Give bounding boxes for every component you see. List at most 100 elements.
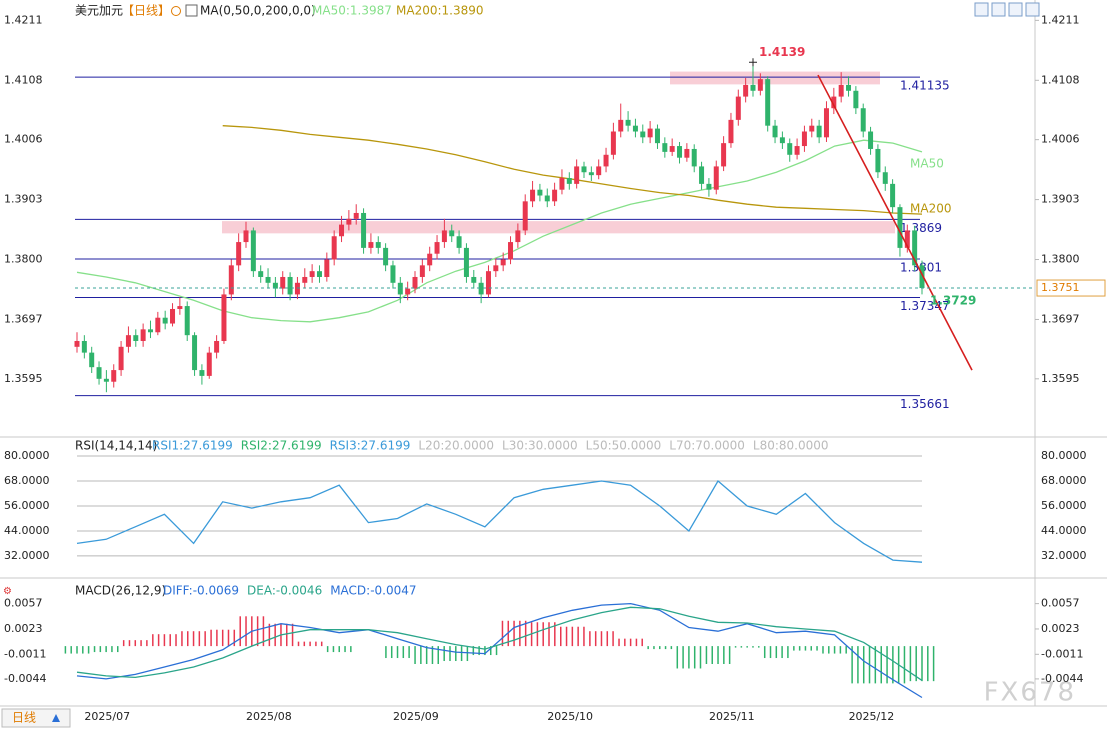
- legend-item: RSI2:27.6199: [241, 439, 322, 453]
- candle-body: [265, 276, 271, 283]
- candle-body: [632, 125, 638, 132]
- x-tick-label: 2025/07: [84, 710, 130, 723]
- candle-body: [133, 335, 139, 341]
- x-tick-label: 2025/12: [849, 710, 895, 723]
- y-tick-label: 68.0000: [1041, 474, 1087, 487]
- candle-body: [383, 247, 389, 266]
- candle-body: [882, 172, 888, 184]
- candle-body: [640, 131, 646, 138]
- indicator-icon[interactable]: [185, 4, 198, 17]
- last-price-box: [1036, 279, 1106, 297]
- candle-body: [846, 84, 852, 91]
- candle-body: [228, 265, 234, 295]
- candle-body: [434, 242, 440, 254]
- ma-line: [76, 139, 923, 323]
- scroll-left-button[interactable]: [1008, 2, 1023, 17]
- candle-body: [375, 242, 381, 248]
- candle-body: [353, 212, 359, 219]
- zoom-in-button[interactable]: [974, 2, 989, 17]
- timeframe-arrow[interactable]: [52, 714, 60, 722]
- macd-title: MACD(26,12,9): [75, 584, 166, 598]
- candle-body: [508, 242, 514, 260]
- zoom-out-button[interactable]: [991, 2, 1006, 17]
- candle-body: [184, 306, 190, 336]
- y-tick-label: 32.0000: [1041, 549, 1087, 562]
- candle-body: [713, 166, 719, 190]
- candle-body: [625, 119, 631, 126]
- y-tick-label: 1.4108: [1041, 73, 1080, 86]
- candle-body: [772, 125, 778, 138]
- candle-body: [147, 329, 153, 333]
- candle-body: [118, 346, 124, 371]
- candle-body: [691, 148, 697, 167]
- rsi-line: [76, 479, 923, 563]
- y-tick-label: -0.0011: [1041, 647, 1083, 660]
- legend-item: MACD:-0.0047: [330, 584, 416, 598]
- candle-body: [596, 166, 602, 176]
- settings-icon[interactable]: [171, 6, 181, 16]
- candle-body: [236, 242, 242, 266]
- candle-body: [904, 230, 910, 248]
- candle-body: [912, 230, 918, 266]
- candle-body: [897, 207, 903, 248]
- candle-body: [170, 308, 176, 324]
- scroll-right-button[interactable]: [1025, 2, 1040, 17]
- trendline: [817, 74, 973, 371]
- candle-body: [419, 265, 425, 277]
- candle-body: [654, 128, 660, 144]
- candle-body: [838, 84, 844, 97]
- y-tick-label: -0.0044: [4, 672, 46, 685]
- zone: [670, 71, 880, 85]
- candle-body: [456, 236, 462, 248]
- candle-body: [868, 131, 874, 149]
- candle-body: [309, 271, 315, 277]
- timeframe[interactable]: 日线: [12, 711, 36, 725]
- legend-item: RSI1:27.6199: [152, 439, 233, 453]
- candle-body: [96, 367, 102, 379]
- candle-body: [765, 79, 771, 126]
- zone: [222, 221, 895, 234]
- candle-body: [441, 230, 447, 243]
- candle-body: [890, 183, 896, 208]
- y-tick-label: 32.0000: [4, 549, 50, 562]
- level-label: 1.35661: [900, 397, 950, 411]
- timeframe-button[interactable]: [1, 708, 71, 728]
- candle-body: [81, 340, 87, 353]
- candle-body: [449, 230, 455, 237]
- candle-body: [493, 265, 499, 272]
- candle-body: [919, 265, 925, 289]
- candle-body: [860, 108, 866, 132]
- candle-body: [199, 370, 205, 376]
- candle-body: [816, 125, 822, 138]
- candle-body: [544, 195, 550, 202]
- candle-body: [111, 370, 117, 382]
- candle-body: [743, 84, 749, 97]
- legend-item: RSI3:27.6199: [330, 439, 411, 453]
- candle-body: [530, 189, 536, 202]
- candle-body: [280, 276, 286, 289]
- legend-ma200: MA200:1.3890: [396, 4, 484, 18]
- crosshair: [749, 58, 757, 67]
- candle-body: [427, 253, 433, 266]
- level-label: 1.41135: [900, 79, 950, 93]
- candle-body: [405, 288, 411, 295]
- y-tick-label: 56.0000: [1041, 499, 1087, 512]
- macd-icon[interactable]: ⚙: [3, 586, 12, 597]
- legend-item: L20:20.0000: [418, 439, 494, 453]
- watermark: FX678: [984, 678, 1076, 708]
- y-tick-label: 1.3903: [4, 193, 43, 206]
- candle-body: [552, 189, 558, 202]
- candle-body: [500, 259, 506, 266]
- candle-body: [669, 146, 675, 152]
- candle-body: [177, 306, 183, 309]
- candle-body: [779, 137, 785, 144]
- candle-body: [412, 276, 418, 289]
- candle-body: [302, 276, 308, 283]
- y-tick-label: 0.0023: [1041, 622, 1080, 635]
- low-label: 1.3729: [930, 293, 976, 307]
- last-price-label: 1.3751: [1041, 281, 1080, 294]
- period[interactable]: 【日线】: [122, 4, 170, 18]
- candle-body: [155, 317, 161, 333]
- candle-body: [853, 90, 859, 109]
